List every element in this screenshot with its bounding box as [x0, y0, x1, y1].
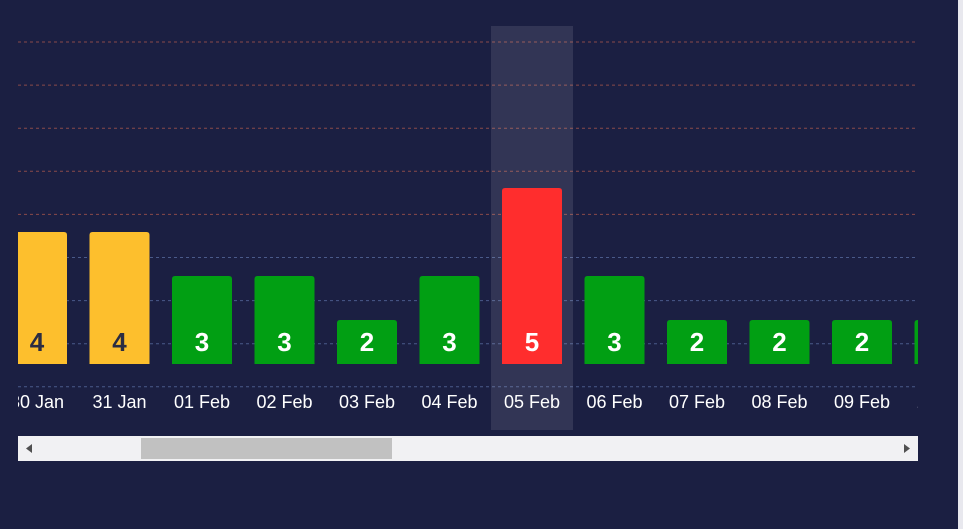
scroll-right-arrow[interactable]	[904, 444, 910, 453]
value-label: 3	[277, 327, 291, 357]
value-label: 4	[30, 327, 45, 357]
window-edge	[958, 0, 963, 529]
bar	[172, 276, 232, 364]
x-tick-label: 07 Feb	[669, 392, 725, 412]
bar	[749, 320, 810, 364]
plot-area: 4 30 Jan 4 31 Jan 3 01 Feb 3 02 Feb 2 03 Feb 3 04 F…	[10, 26, 963, 430]
bar	[337, 320, 397, 364]
value-label: 2	[360, 327, 374, 357]
x-tick-label: 05 Feb	[504, 392, 560, 412]
x-tick-label: 03 Feb	[339, 392, 395, 412]
value-label: 5	[525, 327, 539, 357]
scroll-thumb[interactable]	[141, 438, 392, 459]
bar	[419, 276, 480, 364]
value-label: 4	[112, 327, 127, 357]
bar	[502, 188, 562, 364]
value-label: 2	[855, 327, 869, 357]
bar	[18, 232, 67, 364]
grid	[18, 41, 918, 388]
scroll-left-arrow[interactable]	[26, 444, 32, 453]
x-tick-label: 06 Feb	[586, 392, 642, 412]
bar	[667, 320, 727, 364]
bar	[584, 276, 645, 364]
value-label: 3	[195, 327, 209, 357]
value-label: 2	[690, 327, 704, 357]
x-tick-label: 02 Feb	[256, 392, 312, 412]
x-tick-label: 31 Jan	[92, 392, 146, 412]
x-tick-label: 10 Feb	[916, 392, 963, 412]
bar	[832, 320, 892, 364]
value-label: 2	[772, 327, 786, 357]
x-tick-label: 08 Feb	[751, 392, 807, 412]
x-tick-label: 30 Jan	[10, 392, 64, 412]
x-tick-label: 09 Feb	[834, 392, 890, 412]
x-tick-label: 04 Feb	[421, 392, 477, 412]
value-label: 3	[442, 327, 456, 357]
value-label: 3	[607, 327, 621, 357]
bar	[254, 276, 315, 364]
x-tick-label: 01 Feb	[174, 392, 230, 412]
bar	[914, 320, 918, 364]
scrollbar[interactable]	[18, 436, 918, 461]
bar	[89, 232, 150, 364]
